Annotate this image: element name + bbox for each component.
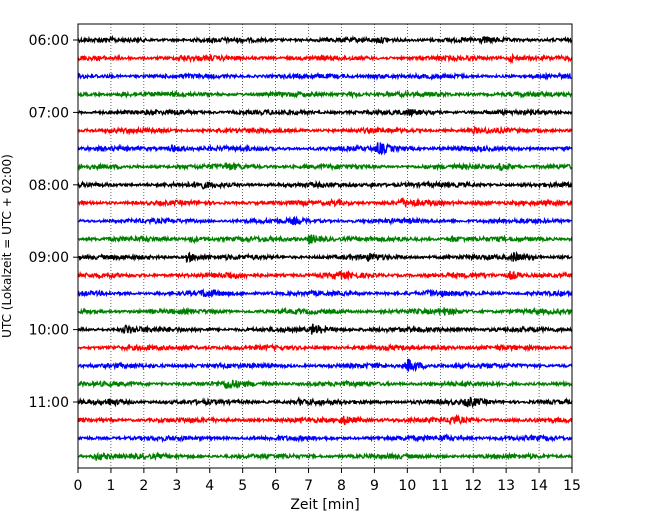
trace-row-1145 [77, 451, 573, 462]
trace-row-1000 [77, 323, 573, 335]
x-grid [110, 24, 540, 468]
trace-row-0830 [77, 215, 573, 226]
x-axis-label: Zeit [min] [290, 497, 359, 513]
x-tick-label: 3 [172, 478, 181, 494]
x-tick-label: 2 [139, 478, 148, 494]
trace-row-1030 [77, 358, 573, 373]
x-tick-label: 10 [398, 478, 416, 494]
trace-row-0715 [77, 125, 573, 136]
trace-row-0700 [77, 107, 573, 118]
trace-row-0615 [77, 52, 573, 65]
trace-row-0630 [77, 71, 573, 81]
trace-row-1015 [77, 342, 573, 353]
x-tick-label: 0 [74, 478, 83, 494]
trace-row-0900 [77, 250, 573, 263]
trace-row-0815 [77, 197, 573, 209]
x-tick-label: 11 [431, 478, 449, 494]
trace-row-0800 [77, 179, 573, 190]
trace-row-0645 [77, 89, 573, 100]
x-tick-label: 1 [106, 478, 115, 494]
y-tick-label: 09:00 [29, 250, 69, 266]
trace-row-1045 [77, 379, 573, 390]
trace-row-0930 [77, 288, 573, 299]
y-axis-ticks: 06:00 07:00 08:00 09:00 10:00 11:00 [29, 33, 78, 411]
x-tick-label: 12 [464, 478, 482, 494]
x-tick-label: 13 [497, 478, 515, 494]
y-tick-label: 06:00 [29, 33, 69, 49]
y-tick-label: 07:00 [29, 105, 69, 121]
trace-row-0730 [77, 142, 573, 156]
x-axis-ticks: 0 1 2 3 4 5 6 7 8 9 10 11 12 13 14 15 [74, 468, 581, 494]
x-tick-label: 9 [370, 478, 379, 494]
trace-row-0915 [77, 269, 573, 282]
x-tick-label: 15 [563, 478, 581, 494]
x-tick-label: 4 [205, 478, 214, 494]
trace-row-0945 [77, 306, 573, 317]
y-tick-label: 08:00 [29, 178, 69, 194]
x-tick-label: 14 [530, 478, 548, 494]
trace-rows [77, 34, 573, 462]
y-axis-label: UTC (Lokalzeit = UTC + 02:00) [0, 154, 14, 338]
x-tick-label: 6 [271, 478, 280, 494]
trace-row-1100 [77, 395, 573, 409]
trace-row-1130 [77, 433, 573, 444]
trace-row-1115 [77, 413, 573, 426]
trace-row-0745 [77, 161, 573, 172]
x-tick-label: 7 [304, 478, 313, 494]
y-tick-label: 10:00 [29, 323, 69, 339]
x-tick-label: 8 [337, 478, 346, 494]
plot-background [78, 24, 572, 468]
trace-row-0845 [77, 234, 573, 245]
x-tick-label: 5 [238, 478, 247, 494]
plot-frame [77, 23, 573, 469]
y-tick-label: 11:00 [29, 395, 69, 411]
trace-row-0600 [77, 34, 573, 46]
